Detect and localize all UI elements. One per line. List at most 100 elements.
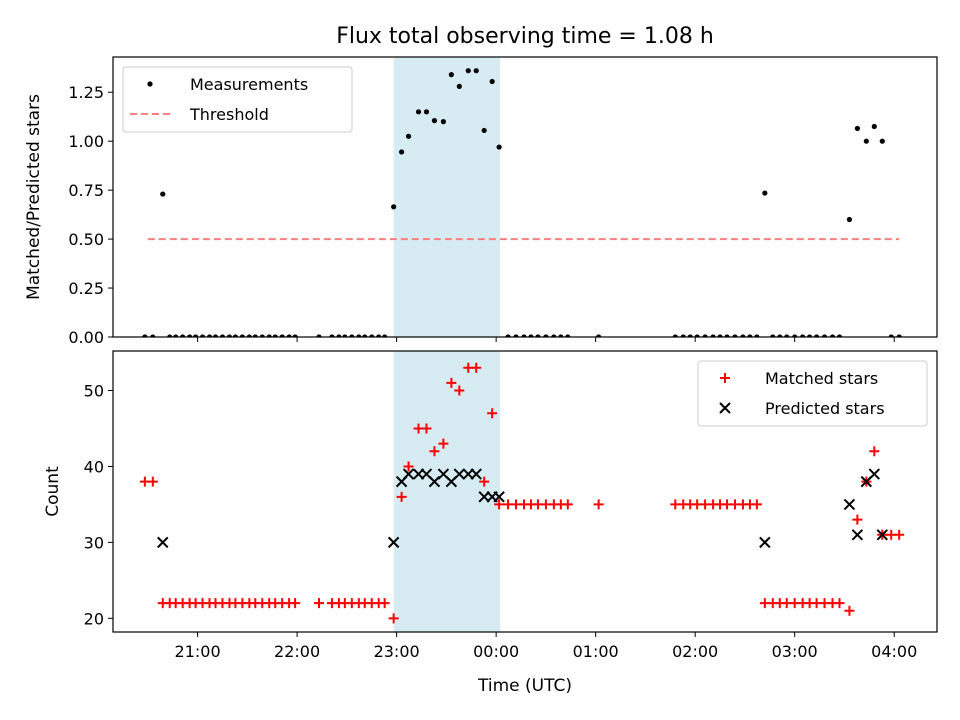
measurement-point: [535, 334, 541, 337]
axes-frame: [112, 350, 938, 633]
matched-star-point: [894, 529, 905, 540]
legend: Matched stars Predicted stars: [697, 360, 928, 427]
measurement-point: [732, 334, 738, 337]
y-tick-label: 40: [84, 457, 104, 476]
measurement-point: [173, 334, 179, 337]
matched-star-point: [834, 598, 845, 609]
x-tick-label: 21:00: [175, 642, 221, 661]
measurement-point: [362, 334, 368, 337]
measurement-point: [846, 216, 853, 223]
matched-star-point: [314, 598, 324, 609]
measurement-point: [724, 334, 730, 337]
measurement-point: [687, 334, 693, 337]
predicted-star-point: [759, 536, 771, 549]
measurement-point: [192, 334, 199, 337]
measurement-point: [836, 334, 843, 337]
measurement-point: [329, 334, 335, 337]
matched-star-point: [869, 446, 880, 457]
measurement-point: [473, 68, 479, 74]
measurement-point: [717, 334, 723, 337]
measurement-point: [316, 334, 322, 337]
y-axis-label: Count: [43, 466, 63, 517]
measurement-point: [187, 334, 193, 337]
matched-star-point: [471, 362, 482, 373]
observing-window: [393, 351, 501, 632]
legend-box: [122, 66, 353, 133]
measurement-point: [431, 118, 438, 124]
measurement-point: [239, 334, 245, 337]
plot-area: [139, 362, 905, 624]
x-tick-label: 03:00: [772, 642, 818, 661]
measurement-point: [807, 334, 813, 337]
matched-star-point: [147, 476, 158, 487]
measurement-point: [710, 334, 716, 337]
measurement-point: [391, 204, 397, 210]
measurement-point: [212, 334, 219, 337]
axes-frame: [112, 56, 938, 338]
measurement-point: [336, 334, 342, 337]
measurement-point: [279, 334, 285, 337]
y-tick-label: 0.75: [68, 181, 104, 200]
predicted-star-point: [157, 536, 169, 549]
measurement-point: [800, 334, 806, 337]
legend-marker-measurements: [147, 81, 153, 87]
measurement-point: [481, 127, 487, 134]
y-tick-label: 0.25: [68, 279, 104, 298]
measurement-point: [180, 334, 186, 337]
measurement-point: [680, 334, 686, 337]
measurement-point: [160, 191, 166, 197]
matched-star-point: [388, 613, 399, 624]
measurement-point: [219, 334, 226, 337]
measurement-point: [896, 334, 902, 337]
legend-marker-predicted: [719, 402, 731, 414]
matched-star-point: [852, 514, 863, 525]
measurement-point: [747, 334, 753, 337]
matched-star-point: [438, 438, 449, 449]
predicted-star-point: [868, 468, 881, 480]
matched-star-point: [446, 377, 457, 388]
plot-area: [142, 68, 902, 337]
measurement-point: [382, 334, 388, 337]
measurement-point: [521, 334, 527, 337]
predicted-star-point: [493, 491, 505, 503]
measurement-point: [440, 119, 446, 125]
measurement-point: [551, 334, 557, 337]
matched-star-point: [403, 461, 414, 472]
measurement-point: [821, 334, 828, 337]
measurement-point: [456, 83, 462, 89]
measurement-point: [777, 334, 783, 337]
y-axis-label: Matched/Predicted stars: [24, 94, 44, 300]
chart-title: Flux total observing time = 1.08 h: [336, 24, 714, 49]
y-tick-label: 50: [84, 381, 104, 400]
legend-box: [697, 360, 928, 427]
measurement-point: [286, 334, 292, 337]
measurement-point: [167, 334, 173, 337]
x-tick-label: 00:00: [473, 642, 519, 661]
matched-star-point: [429, 446, 440, 457]
matched-star-point: [751, 499, 762, 510]
x-tick-label: 22:00: [274, 642, 320, 661]
matched-star-point: [494, 499, 505, 510]
predicted-star-point: [851, 529, 864, 541]
predicted-star-point: [387, 536, 400, 549]
measurement-point: [829, 334, 836, 337]
measurement-point: [266, 334, 272, 337]
measurement-point: [740, 334, 746, 337]
measurement-point: [415, 109, 422, 115]
measurement-point: [356, 334, 362, 337]
measurement-point: [349, 334, 355, 337]
legend-label: Measurements: [190, 75, 308, 94]
series-predicted-stars: [157, 468, 888, 549]
x-axis-label: Time (UTC): [477, 676, 572, 696]
measurement-point: [879, 138, 885, 144]
measurement-point: [528, 334, 534, 337]
measurement-point: [259, 334, 265, 337]
measurement-point: [702, 334, 708, 337]
measurement-point: [150, 334, 156, 337]
measurement-point: [558, 334, 564, 337]
predicted-star-point: [453, 468, 466, 480]
legend-label: Predicted stars: [765, 399, 885, 418]
measurement-point: [813, 334, 820, 337]
measurement-point: [792, 334, 798, 337]
legend-label: Matched stars: [765, 369, 878, 388]
